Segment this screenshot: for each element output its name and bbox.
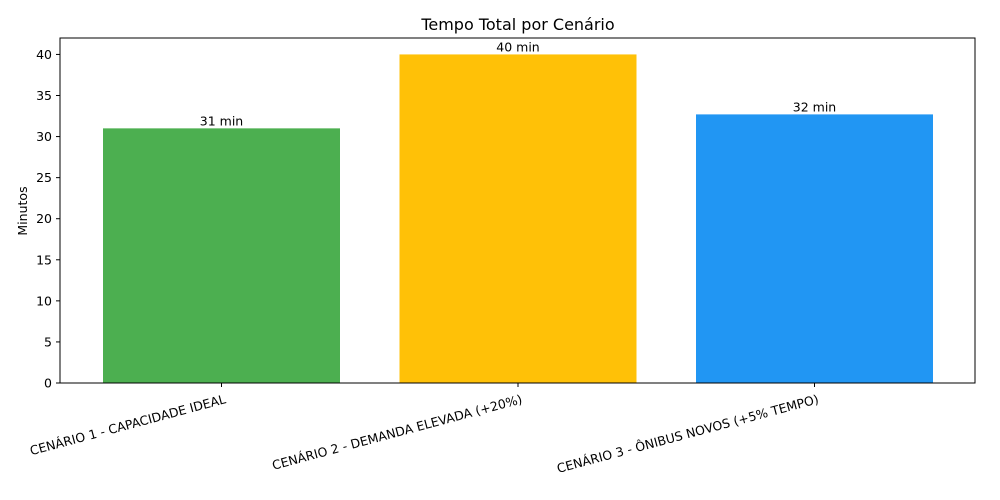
x-tick-label-2: CENÁRIO 2 - DEMANDA ELEVADA (+20%) [270,391,523,472]
y-axis-label: Minutos [15,186,30,235]
x-tick-label-1: CENÁRIO 1 - CAPACIDADE IDEAL [28,391,227,458]
bar-1 [103,128,340,383]
y-tick-label-0: 0 [44,376,52,391]
x-axis: CENÁRIO 1 - CAPACIDADE IDEAL CENÁRIO 2 - … [28,383,820,476]
y-tick-label-5: 5 [44,334,52,349]
y-axis: 0 5 10 15 20 25 30 35 40 [36,47,60,391]
bar-3 [696,114,933,384]
plot-frame [59,37,976,384]
data-label-3: 32 min [793,99,836,114]
y-tick-label-30: 30 [36,129,52,144]
y-tick-label-25: 25 [36,170,52,185]
y-tick-label-10: 10 [36,293,52,308]
data-label-1: 31 min [200,113,243,128]
bar-2 [399,54,637,384]
y-tick-label-20: 20 [36,211,52,226]
y-tick-label-40: 40 [36,47,52,62]
data-label-2: 40 min [496,39,539,54]
bars-group: 31 min 40 min 32 min [103,39,933,384]
y-tick-label-15: 15 [36,252,52,267]
x-tick-label-3: CENÁRIO 3 - ÔNIBUS NOVOS (+5% TEMPO) [555,391,820,475]
y-tick-label-35: 35 [36,88,52,103]
chart-title: Tempo Total por Cenário [420,15,614,34]
